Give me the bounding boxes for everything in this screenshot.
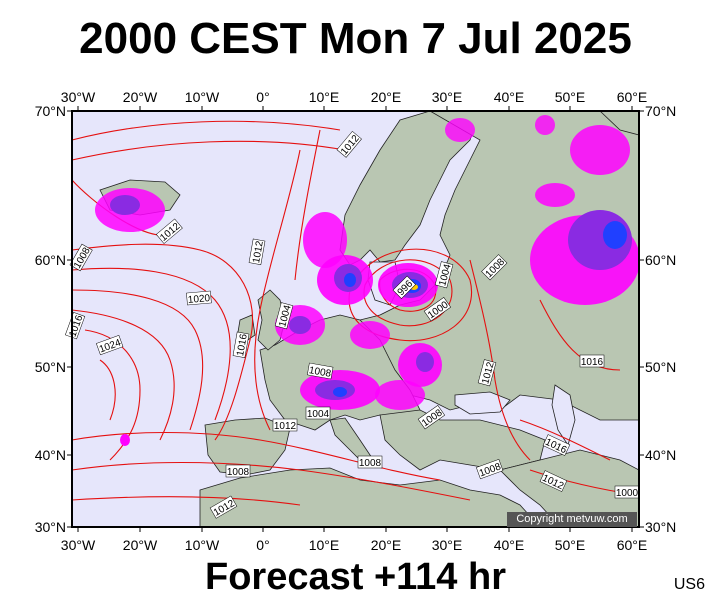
isobar-label: 1000 [616, 488, 639, 499]
lat-label-right: 60°N [645, 252, 676, 268]
lon-label-top: 60°E [617, 89, 648, 105]
lon-label-top: 50°E [555, 89, 586, 105]
lon-label-bottom: 40°E [494, 537, 525, 553]
isobar-label: 1008 [359, 458, 382, 469]
lat-label-left: 30°N [35, 519, 66, 535]
lon-label-bottom: 0° [256, 537, 269, 553]
lon-label-top: 40°E [494, 89, 525, 105]
lon-label-top: 10°E [309, 89, 340, 105]
lat-label-left: 40°N [35, 447, 66, 463]
lon-label-bottom: 10°W [185, 537, 220, 553]
lon-label-bottom: 30°E [432, 537, 463, 553]
lat-label-right: 50°N [645, 359, 676, 375]
isobar-label: 1004 [307, 409, 330, 420]
precipitation [95, 115, 640, 446]
lon-label-top: 20°W [123, 89, 158, 105]
forecast-label: Forecast +114 hr [204, 556, 506, 598]
map-frame [71, 110, 640, 528]
lon-label-top: 20°E [371, 89, 402, 105]
isobar-label: 1012 [251, 240, 266, 264]
lon-label-bottom: 20°E [371, 537, 402, 553]
lat-label-left: 60°N [35, 252, 66, 268]
lat-label-right: 30°N [645, 519, 676, 535]
lat-label-right: 70°N [645, 103, 676, 119]
lon-label-bottom: 10°E [309, 537, 340, 553]
lon-label-bottom: 30°W [61, 537, 96, 553]
lon-label-top: 0° [256, 89, 269, 105]
axis-ticks [67, 106, 644, 532]
lon-label-top: 30°W [61, 89, 96, 105]
axis-labels: 30°W 30°W 20°W 20°W 10°W 10°W 0° 0° 10°E 10°E 20°E… [35, 89, 677, 553]
isobar-label: 1008 [227, 467, 250, 478]
lat-label-left: 50°N [35, 359, 66, 375]
region-code: US6 [673, 576, 705, 593]
lat-label-right: 40°N [645, 447, 676, 463]
chart-title: 2000 CEST Mon 7 Jul 2025 [79, 14, 632, 63]
lon-label-bottom: 20°W [123, 537, 158, 553]
isobar-label: 1012 [274, 421, 297, 432]
isobar-label: 1016 [581, 357, 604, 368]
isobar-label: 1008 [308, 365, 332, 380]
isobar-label: 1016 [235, 333, 250, 357]
lon-label-top: 10°W [185, 89, 220, 105]
lon-label-bottom: 60°E [617, 537, 648, 553]
isobar-label: 1020 [187, 293, 211, 306]
copyright-badge: Copyright metvuw.com [507, 512, 637, 527]
lon-label-top: 30°E [432, 89, 463, 105]
lat-label-left: 70°N [35, 103, 66, 119]
lon-label-bottom: 50°E [555, 537, 586, 553]
